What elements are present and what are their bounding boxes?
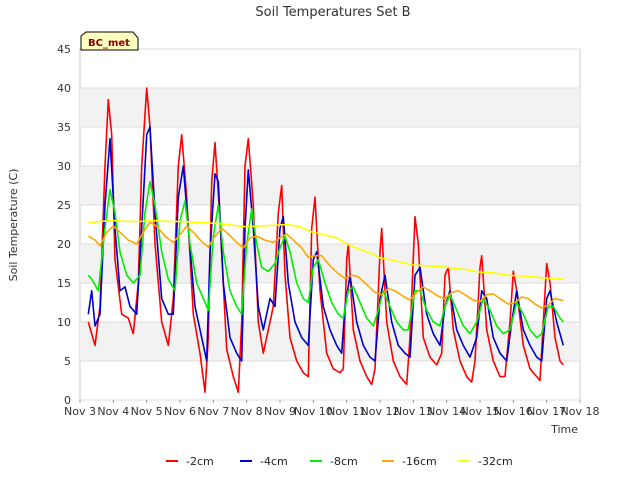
x-tick-label: Nov 17 bbox=[527, 405, 566, 418]
legend-label: -2cm bbox=[186, 455, 214, 468]
x-axis-label: Time bbox=[550, 423, 578, 436]
legend-label: -8cm bbox=[330, 455, 358, 468]
station-badge-box bbox=[80, 31, 139, 51]
x-tick-label: Nov 16 bbox=[494, 405, 533, 418]
x-tick-label: Nov 7 bbox=[197, 405, 229, 418]
series-line--8cm bbox=[87, 180, 564, 339]
y-tick-label: 30 bbox=[57, 160, 71, 173]
station-badge-label: BC_met bbox=[88, 38, 130, 49]
plot-band bbox=[80, 88, 580, 127]
legend-label: -4cm bbox=[260, 455, 288, 468]
x-tick-label: Nov 14 bbox=[427, 405, 466, 418]
y-tick-label: 15 bbox=[57, 277, 71, 290]
x-tick-label: Nov 9 bbox=[264, 405, 296, 418]
x-tick-label: Nov 18 bbox=[561, 405, 600, 418]
y-tick-label: 20 bbox=[57, 238, 71, 251]
x-tick-label: Nov 12 bbox=[361, 405, 400, 418]
series-line--32cm bbox=[88, 219, 564, 280]
station-badge: BC_met bbox=[80, 31, 139, 51]
x-tick-label: Nov 3 bbox=[64, 405, 96, 418]
legend: -2cm -4cm -8cm -16cm -32cm bbox=[166, 455, 513, 468]
x-tick-label: Nov 10 bbox=[294, 405, 333, 418]
plot-band bbox=[80, 166, 580, 205]
x-tick-label: Nov 11 bbox=[327, 405, 366, 418]
y-tick-label: 35 bbox=[57, 121, 71, 134]
y-tick-label: 10 bbox=[57, 316, 71, 329]
plot-band bbox=[80, 244, 580, 283]
series-layer bbox=[87, 87, 565, 393]
legend-label: -32cm bbox=[478, 455, 513, 468]
x-tick-label: Nov 8 bbox=[231, 405, 263, 418]
y-axis-label: Soil Temperature (C) bbox=[7, 169, 20, 282]
x-tick-label: Nov 6 bbox=[164, 405, 196, 418]
series-line--16cm bbox=[87, 221, 564, 309]
y-tick-label: 0 bbox=[64, 394, 71, 407]
grid-lines bbox=[80, 48, 580, 401]
x-tick-label: Nov 15 bbox=[461, 405, 500, 418]
chart-title: Soil Temperatures Set B bbox=[255, 5, 410, 20]
y-tick-labels: 0 5 10 15 20 25 30 35 40 45 bbox=[57, 43, 71, 407]
series-line--2cm bbox=[87, 87, 564, 393]
x-tick-label: Nov 4 bbox=[97, 405, 129, 418]
x-tick-label: Nov 5 bbox=[131, 405, 163, 418]
y-tick-label: 40 bbox=[57, 82, 71, 95]
legend-label: -16cm bbox=[402, 455, 437, 468]
y-tick-label: 25 bbox=[57, 199, 71, 212]
y-tick-label: 5 bbox=[64, 355, 71, 368]
y-tick-label: 45 bbox=[57, 43, 71, 56]
x-tick-label: Nov 13 bbox=[394, 405, 433, 418]
